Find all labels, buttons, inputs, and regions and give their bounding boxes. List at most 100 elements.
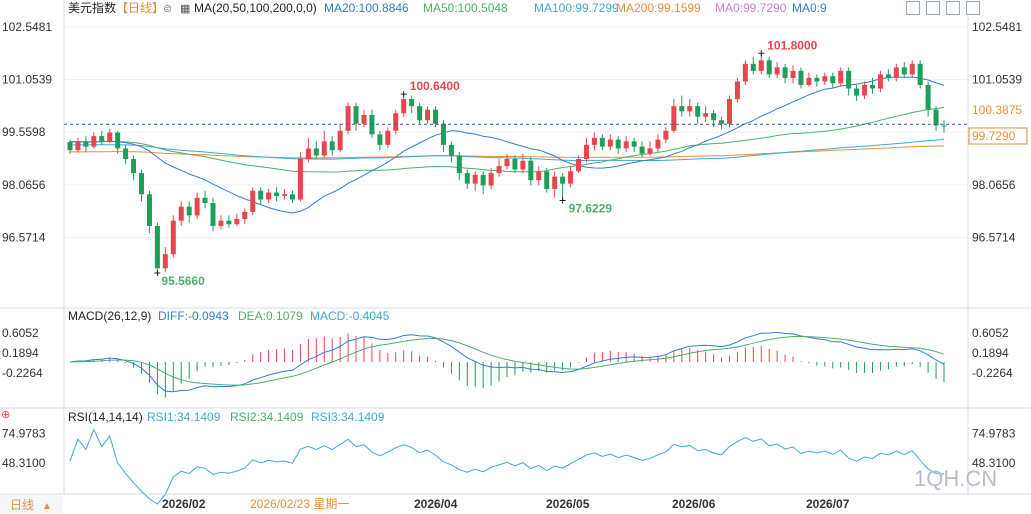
candle-body	[425, 109, 431, 121]
candle-body	[385, 130, 391, 145]
candle-body	[305, 148, 311, 159]
price-tick-label-right: 96.5714	[972, 231, 1016, 245]
indicator-icon: ▦	[180, 3, 190, 15]
price-tick-label-left: 98.0656	[2, 178, 46, 192]
ma-value: MA50:100.5048	[423, 1, 508, 15]
candle-body	[210, 203, 216, 226]
candle-body	[472, 174, 478, 184]
candle-body	[933, 109, 939, 126]
fullscreen-icon[interactable]	[966, 1, 980, 15]
low-annotation: 97.6229	[569, 201, 613, 215]
candle-body	[766, 60, 772, 75]
candle-body	[258, 190, 264, 200]
candle-body	[655, 139, 661, 149]
rsi-tick-label-right: 48.3100	[972, 456, 1016, 470]
period-label: 【日线】	[116, 1, 164, 15]
price-tick-label-left: 101.0539	[2, 73, 52, 87]
ma-value: MA100:99.7299	[534, 1, 619, 15]
candle-body	[822, 76, 828, 82]
macd-label: MACD(26,12,9)	[68, 309, 151, 323]
candle-body	[139, 173, 145, 195]
candle-body	[67, 142, 73, 151]
candle-body	[504, 159, 510, 167]
ma-label: MA(20,50,100,200,0,0)	[194, 1, 317, 15]
macd-diff: DIFF:-0.0943	[158, 309, 229, 323]
candle-body	[297, 159, 303, 200]
candle-body	[154, 225, 160, 269]
candle-body	[329, 141, 335, 151]
fit-icon[interactable]	[946, 1, 960, 15]
rsi-tick-label-left: 74.9783	[2, 427, 46, 441]
candle-body	[83, 141, 89, 147]
zoom-in-icon[interactable]	[906, 1, 920, 15]
candle-body	[599, 137, 605, 147]
time-axis-label: 2026/05	[546, 497, 590, 511]
candle-body	[321, 141, 327, 156]
price-tick-label-left: 102.5481	[2, 20, 52, 34]
candle-body	[178, 206, 184, 221]
candle-body	[202, 197, 208, 204]
candle-body	[488, 173, 494, 186]
candle-body	[615, 139, 621, 149]
candle-body	[814, 77, 820, 82]
candle-body	[107, 132, 113, 142]
candle-body	[162, 254, 168, 269]
ma-value: MA0:9	[792, 1, 827, 15]
candle-body	[750, 63, 756, 71]
candle-body	[774, 67, 780, 75]
candle-body	[742, 63, 748, 82]
candle-body	[798, 70, 804, 85]
candle-body	[99, 136, 105, 142]
candle-body	[560, 176, 566, 184]
candle-body	[877, 74, 883, 89]
high-annotation: 101.8000	[767, 38, 817, 52]
candle-body	[520, 160, 526, 170]
candle-body	[274, 192, 280, 197]
price-tick-label-left: 99.5598	[2, 125, 46, 139]
candle-body	[885, 74, 891, 78]
candle-body	[512, 159, 518, 170]
candle-body	[671, 106, 677, 131]
rsi1-value: RSI1:34.1409	[147, 410, 221, 424]
macd-tick-label-right: -0.2264	[972, 366, 1013, 380]
rsi2-value: RSI2:34.1409	[230, 410, 304, 424]
candle-body	[838, 70, 844, 84]
current-price-label: 100.3875	[972, 103, 1022, 117]
zoom-out-icon[interactable]	[926, 1, 940, 15]
candle-body	[432, 109, 438, 124]
candle-body	[401, 99, 407, 114]
candle-body	[663, 130, 669, 140]
time-axis-label: 2026/04	[414, 497, 458, 511]
candle-body	[250, 190, 256, 212]
candle-body	[417, 106, 423, 121]
candle-body	[536, 171, 542, 181]
candle-body	[734, 81, 740, 100]
rsi-label: RSI(14,14,14)	[68, 410, 143, 424]
candle-body	[583, 144, 589, 159]
macd-tick-label-left: -0.2264	[2, 366, 43, 380]
ma-value: MA20:100.8846	[324, 1, 409, 15]
candle-body	[862, 84, 868, 96]
candle-body	[726, 99, 732, 124]
current-price-tag	[969, 102, 1021, 117]
candle-body	[687, 106, 693, 112]
candle-body	[234, 218, 240, 225]
time-axis-label: 2026/06	[672, 497, 716, 511]
candle-body	[679, 106, 685, 112]
candle-body	[830, 76, 836, 84]
candle-body	[695, 106, 701, 117]
candle-body	[846, 70, 852, 89]
candle-body	[901, 67, 907, 75]
candle-body	[353, 106, 359, 124]
candle-body	[186, 206, 192, 216]
macd-tick-label-left: 0.6052	[2, 326, 39, 340]
candle-body	[711, 113, 717, 121]
time-axis-label: 2026/02	[162, 497, 206, 511]
macd-diff-line	[69, 331, 945, 393]
candle-body	[758, 60, 764, 71]
candle-body	[782, 67, 788, 78]
candle-body	[282, 194, 288, 197]
last-price-tag	[968, 127, 1028, 145]
candle-body	[806, 77, 812, 85]
